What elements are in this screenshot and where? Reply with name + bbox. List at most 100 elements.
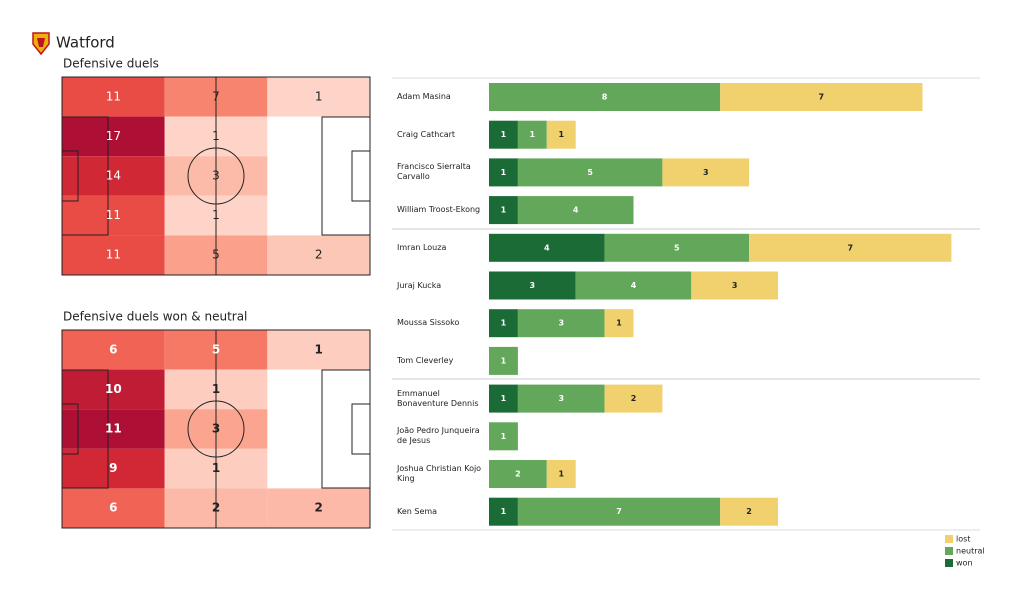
bar-label: 3 bbox=[558, 319, 564, 328]
bar-segment bbox=[489, 460, 547, 488]
heat-cell bbox=[62, 116, 165, 157]
pitch-lines bbox=[61, 76, 371, 276]
cell-label: 2 bbox=[212, 501, 220, 515]
bar-segment bbox=[489, 196, 518, 225]
player-name: Juraj Kucka bbox=[397, 280, 442, 290]
player-name: Emmanuel Bonaventure Dennis bbox=[397, 388, 479, 408]
bar-segment bbox=[604, 233, 750, 262]
bar-label: 1 bbox=[558, 130, 564, 139]
bar-segment bbox=[517, 158, 663, 187]
bar-segment bbox=[662, 158, 750, 187]
bar-label: 2 bbox=[631, 394, 637, 403]
chart-title: Defensive duels won & neutral bbox=[63, 310, 247, 324]
page-title: Watford bbox=[56, 34, 115, 52]
bar-label: 1 bbox=[501, 356, 507, 365]
legend-swatch bbox=[945, 535, 953, 543]
bar-label: 7 bbox=[616, 507, 622, 516]
player-name: Imran Louza bbox=[397, 242, 447, 252]
bar-segment bbox=[749, 233, 952, 262]
bar-segment bbox=[691, 271, 778, 300]
chart-title: Defensive duels bbox=[63, 57, 159, 71]
legend-label: won bbox=[956, 559, 973, 568]
bar-label: 3 bbox=[530, 281, 536, 290]
bar-segment bbox=[517, 384, 605, 413]
heat-cell bbox=[267, 488, 370, 528]
heat-cell bbox=[62, 195, 165, 236]
bar-label: 1 bbox=[501, 432, 507, 441]
bar-segment bbox=[489, 271, 576, 300]
bar-label: 4 bbox=[631, 281, 637, 290]
pitch-line bbox=[351, 403, 371, 455]
cell-label: 11 bbox=[106, 248, 121, 262]
bar-segment bbox=[575, 271, 692, 300]
heat-cell bbox=[62, 369, 165, 410]
pitch-line bbox=[187, 147, 245, 205]
bar-label: 3 bbox=[558, 394, 564, 403]
legend-label: neutral bbox=[956, 547, 985, 556]
cell-label: 10 bbox=[105, 382, 122, 396]
player-name: Francisco Sierralta Carvallo bbox=[397, 162, 471, 182]
bar-label: 4 bbox=[544, 243, 550, 252]
bar-segment bbox=[604, 384, 663, 413]
player-name: Moussa Sissoko bbox=[397, 318, 460, 328]
heat-cell bbox=[267, 77, 370, 117]
bar-segment bbox=[489, 497, 518, 526]
player-name: William Troost-Ekong bbox=[397, 205, 481, 215]
bar-segment bbox=[546, 460, 576, 488]
heat-cell bbox=[62, 235, 165, 275]
heat-cell bbox=[62, 77, 165, 117]
bar-label: 1 bbox=[501, 507, 507, 516]
bar-segment bbox=[489, 83, 721, 111]
bar-segment bbox=[489, 158, 518, 187]
bar-label: 7 bbox=[847, 243, 853, 252]
bar-segment bbox=[720, 497, 778, 526]
bar-label: 1 bbox=[501, 319, 507, 328]
player-name: Joshua Christian Kojo King bbox=[397, 464, 482, 483]
bar-segment bbox=[517, 497, 721, 526]
cell-label: 1 bbox=[212, 382, 220, 396]
player-name: Tom Cleverley bbox=[397, 355, 454, 365]
bar-label: 3 bbox=[732, 281, 738, 290]
cell-label: 3 bbox=[212, 422, 220, 436]
player-name: Craig Cathcart bbox=[397, 129, 456, 139]
heat-cell bbox=[62, 448, 165, 489]
bar-label: 5 bbox=[674, 243, 680, 252]
bar-label: 1 bbox=[558, 470, 564, 479]
cell-label: 1 bbox=[212, 208, 220, 222]
cell-label: 9 bbox=[109, 461, 117, 475]
cell-label: 14 bbox=[106, 169, 121, 183]
bar-segment bbox=[517, 196, 634, 225]
bar-segment bbox=[517, 120, 547, 149]
cell-label: 1 bbox=[314, 342, 322, 356]
bar-label: 1 bbox=[501, 130, 507, 139]
legend-swatch bbox=[945, 559, 953, 567]
cell-label: 2 bbox=[315, 248, 323, 262]
heat-cell bbox=[62, 156, 165, 196]
bar-label: 1 bbox=[501, 394, 507, 403]
pitch-line bbox=[61, 150, 79, 202]
bar-segment bbox=[489, 422, 518, 451]
pitch-line bbox=[321, 116, 371, 236]
bar-label: 4 bbox=[573, 206, 579, 215]
bar-segment bbox=[489, 120, 518, 149]
heat-cell bbox=[267, 235, 370, 275]
bar-segment bbox=[489, 233, 605, 262]
cell-label: 7 bbox=[212, 89, 220, 103]
pitch-line bbox=[351, 150, 371, 202]
bar-segment bbox=[489, 346, 518, 375]
cell-label: 5 bbox=[212, 248, 220, 262]
cell-label: 11 bbox=[105, 422, 122, 436]
bar-label: 1 bbox=[501, 206, 507, 215]
bar-segment bbox=[720, 83, 923, 111]
legend-label: lost bbox=[956, 535, 970, 544]
player-name: João Pedro Junqueira de Jesus bbox=[397, 426, 480, 446]
cell-label: 3 bbox=[212, 169, 220, 183]
pitch-line bbox=[321, 369, 371, 489]
bar-label: 2 bbox=[746, 507, 752, 516]
bar-label: 3 bbox=[703, 168, 709, 177]
cell-label: 5 bbox=[212, 342, 220, 356]
legend-swatch bbox=[945, 547, 953, 555]
heat-cell bbox=[62, 330, 165, 370]
